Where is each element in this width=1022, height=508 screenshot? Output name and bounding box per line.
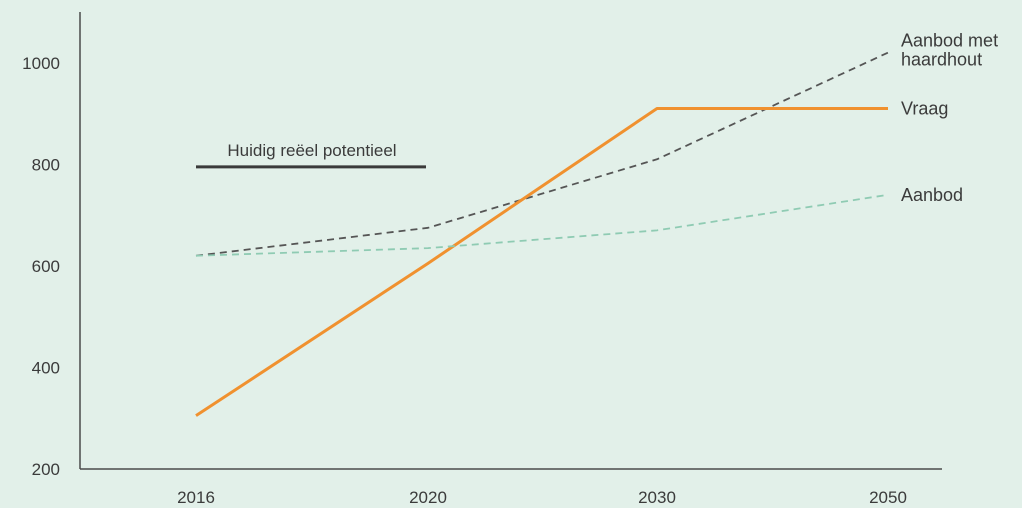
x-tick-label: 2030 xyxy=(638,488,676,507)
series-group xyxy=(195,51,889,417)
x-tick-labels: 2016 2020 2030 2050 xyxy=(177,488,907,507)
x-tick-label: 2016 xyxy=(177,488,215,507)
series-label: Vraag xyxy=(901,98,948,118)
series-line-aanbod-met-haardhout xyxy=(195,51,889,257)
series-line-vraag xyxy=(195,106,888,417)
x-tick-label: 2020 xyxy=(409,488,447,507)
series-label: Aanbod met haardhout xyxy=(901,31,998,70)
reference-line-label: Huidig reëel potentieel xyxy=(227,141,396,160)
y-tick-labels: 200 400 600 800 1000 xyxy=(22,54,60,479)
series-label: Aanbod xyxy=(901,185,963,205)
y-tick-label: 1000 xyxy=(22,54,60,73)
axes xyxy=(79,12,942,470)
y-tick-label: 800 xyxy=(32,155,60,174)
y-tick-label: 200 xyxy=(32,460,60,479)
series-labels: Aanbod met haardhout Vraag Aanbod xyxy=(901,31,998,205)
y-tick-label: 600 xyxy=(32,257,60,276)
y-tick-label: 400 xyxy=(32,358,60,377)
series-line-aanbod xyxy=(195,193,889,257)
x-tick-label: 2050 xyxy=(869,488,907,507)
reference-line-group: Huidig reëel potentieel xyxy=(196,141,426,169)
